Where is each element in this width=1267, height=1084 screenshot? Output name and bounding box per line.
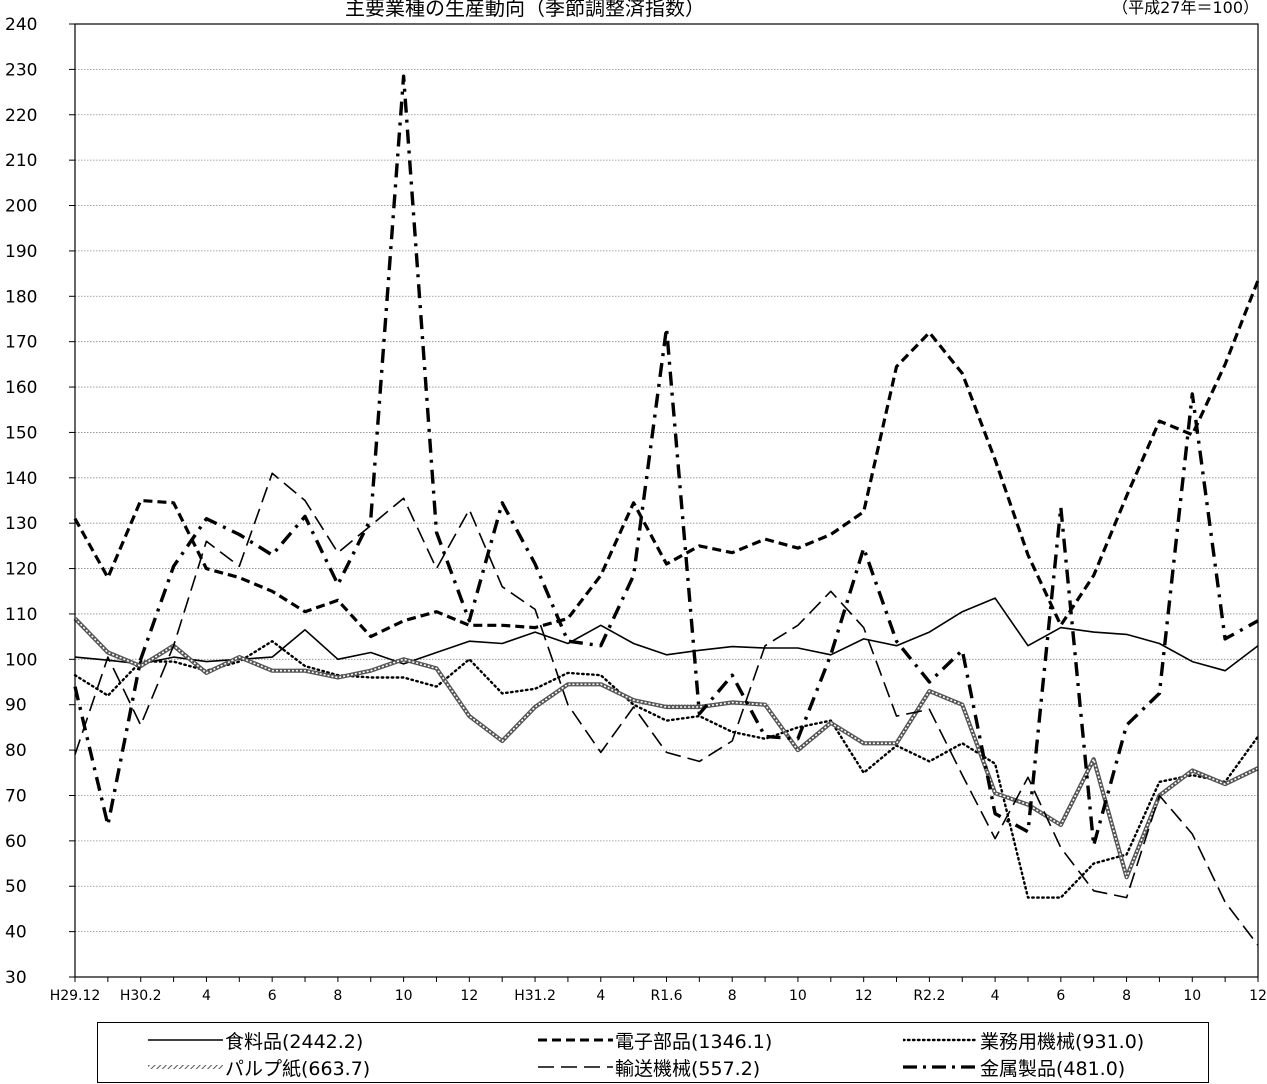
legend-swatch-long-dash — [538, 1066, 613, 1068]
plot-border — [74, 23, 1259, 978]
legend-label: 輸送機械(557.2) — [615, 1057, 761, 1080]
x-tick-label: H29.12 — [50, 988, 101, 1004]
series-solid-line — [74, 597, 1259, 672]
y-tick-label: 40 — [5, 923, 27, 943]
series-dash-bold-line — [73, 279, 1260, 639]
legend-label: 金属製品(481.0) — [980, 1057, 1126, 1080]
y-tick-label: 180 — [5, 287, 37, 307]
x-tick-label: R1.6 — [651, 988, 683, 1004]
x-tick-label: R2.2 — [913, 988, 945, 1004]
series-lines — [73, 74, 1260, 946]
x-tick-label: 8 — [728, 988, 737, 1004]
y-tick-label: 230 — [5, 60, 37, 80]
plot-area — [75, 24, 1258, 977]
y-tick-label: 140 — [5, 469, 37, 489]
y-tick-label: 70 — [5, 786, 27, 806]
y-tick-label: 170 — [5, 333, 37, 353]
series-long-dash-line — [74, 472, 1259, 946]
legend-item-metal-products: 金属製品(481.0) — [903, 1054, 1125, 1080]
x-tick-label: 6 — [268, 988, 277, 1004]
y-tick-label: 90 — [5, 696, 27, 716]
x-tick-label: 4 — [202, 988, 211, 1004]
gridlines — [75, 23, 1258, 933]
series-hatched-line-inner — [74, 617, 1259, 879]
y-tick-label: 130 — [5, 514, 37, 534]
legend: 食料品(2442.2) 電子部品(1346.1) 業務用機械(931.0) パル… — [97, 1022, 1209, 1083]
legend-item-electronic-parts: 電子部品(1346.1) — [538, 1027, 772, 1053]
y-axis-ticks: 30 40 50 60 70 80 90 100 110 120 130 140 150 160 170 18… — [5, 15, 75, 988]
x-tick-label: 12 — [855, 988, 873, 1004]
y-tick-label: 120 — [5, 560, 37, 580]
x-tick-label: 8 — [333, 988, 342, 1004]
legend-swatch-dash-bold — [538, 1038, 613, 1042]
x-tick-label: 10 — [395, 988, 413, 1004]
legend-swatch-solid — [148, 1039, 223, 1041]
y-tick-label: 200 — [5, 197, 37, 217]
chart-unit-note: （平成27年＝100） — [1112, 0, 1259, 17]
x-tick-label: 12 — [1249, 988, 1267, 1004]
legend-swatch-hatched — [148, 1065, 223, 1069]
y-tick-label: 240 — [5, 15, 37, 35]
legend-label: パルプ紙(663.7) — [225, 1057, 371, 1080]
x-tick-label: 10 — [789, 988, 807, 1004]
y-tick-label: 220 — [5, 106, 37, 126]
chart-title: 主要業種の生産動向（季節調整済指数） — [345, 0, 705, 20]
legend-label: 食料品(2442.2) — [225, 1030, 364, 1053]
legend-label: 業務用機械(931.0) — [980, 1030, 1145, 1053]
y-tick-label: 60 — [5, 832, 27, 852]
y-tick-label: 150 — [5, 423, 37, 443]
legend-item-transport-machinery: 輸送機械(557.2) — [538, 1054, 760, 1080]
y-tick-label: 190 — [5, 242, 37, 262]
x-tick-label: 8 — [1122, 988, 1131, 1004]
x-tick-label: 4 — [991, 988, 1000, 1004]
x-tick-label: 6 — [1056, 988, 1065, 1004]
x-tick-label: 10 — [1183, 988, 1201, 1004]
y-tick-label: 100 — [5, 650, 37, 670]
y-tick-label: 80 — [5, 741, 27, 761]
x-tick-label: 12 — [460, 988, 478, 1004]
legend-label: 電子部品(1346.1) — [615, 1030, 773, 1053]
legend-swatch-dash-dot-bold — [903, 1065, 978, 1069]
x-tick-label: 4 — [596, 988, 605, 1004]
y-tick-label: 50 — [5, 877, 27, 897]
y-tick-label: 210 — [5, 151, 37, 171]
legend-item-food: 食料品(2442.2) — [148, 1027, 363, 1053]
x-tick-label: H31.2 — [514, 988, 556, 1004]
legend-swatch-dotted — [903, 1038, 978, 1042]
y-tick-label: 30 — [5, 968, 27, 988]
x-axis-ticks: H29.12 H30.2 4 6 8 10 12 H31.2 4 R1.6 8 10 12 R2.2 4 6 8… — [50, 977, 1267, 1004]
legend-item-business-machinery: 業務用機械(931.0) — [903, 1027, 1144, 1053]
line-chart: 30 40 50 60 70 80 90 100 110 120 130 140 150 160 170 18… — [5, 15, 1267, 1004]
y-tick-label: 160 — [5, 378, 37, 398]
y-tick-label: 110 — [5, 605, 37, 625]
legend-item-pulp-paper: パルプ紙(663.7) — [148, 1054, 370, 1080]
x-tick-label: H30.2 — [120, 988, 162, 1004]
series-dotted-line — [73, 640, 1260, 899]
